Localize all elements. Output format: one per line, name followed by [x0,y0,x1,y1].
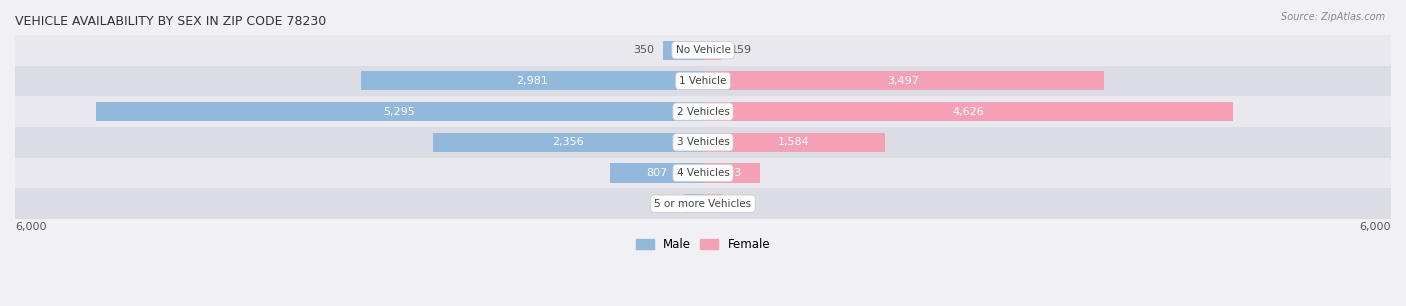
Text: 2,356: 2,356 [553,137,583,147]
Text: 6,000: 6,000 [15,222,46,232]
Text: 2 Vehicles: 2 Vehicles [676,106,730,117]
Bar [703,102,1233,121]
Bar [703,133,884,152]
Bar [703,71,1104,91]
Bar [15,96,1391,127]
Bar [685,194,703,213]
Bar [96,102,703,121]
Text: 1 Vehicle: 1 Vehicle [679,76,727,86]
Bar [703,163,759,182]
Text: 5 or more Vehicles: 5 or more Vehicles [654,199,752,209]
Text: 159: 159 [730,45,752,55]
Bar [703,41,721,60]
Bar [15,188,1391,219]
Text: 4,626: 4,626 [952,106,984,117]
Bar [610,163,703,182]
Legend: Male, Female: Male, Female [631,233,775,256]
Text: No Vehicle: No Vehicle [675,45,731,55]
Text: 2,981: 2,981 [516,76,548,86]
Text: 1,584: 1,584 [778,137,810,147]
Bar [15,65,1391,96]
Bar [662,41,703,60]
Bar [433,133,703,152]
Bar [361,71,703,91]
Bar [703,194,723,213]
Text: 350: 350 [633,45,654,55]
Bar [15,158,1391,188]
Text: VEHICLE AVAILABILITY BY SEX IN ZIP CODE 78230: VEHICLE AVAILABILITY BY SEX IN ZIP CODE … [15,15,326,28]
Text: 3 Vehicles: 3 Vehicles [676,137,730,147]
Text: 6,000: 6,000 [1360,222,1391,232]
Text: 807: 807 [647,168,668,178]
Text: 493: 493 [721,168,742,178]
Bar [15,35,1391,65]
Text: 162: 162 [654,199,675,209]
Text: 4 Vehicles: 4 Vehicles [676,168,730,178]
Text: 166: 166 [731,199,752,209]
Bar [15,127,1391,158]
Text: 5,295: 5,295 [384,106,415,117]
Text: Source: ZipAtlas.com: Source: ZipAtlas.com [1281,12,1385,22]
Text: 3,497: 3,497 [887,76,920,86]
